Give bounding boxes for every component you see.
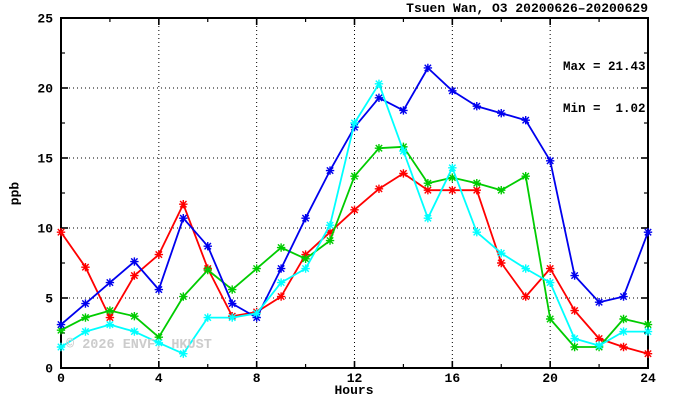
min-value-label: Min = 1.02 [563,102,646,116]
chart-title: Tsuen Wan, O3 20200626–20200629 [406,1,648,16]
y-tick-label: 25 [37,12,53,27]
stats-block: Max = 21.43 Min = 1.02 [563,32,646,144]
x-tick-label: 4 [155,371,163,386]
x-tick-label: 24 [640,371,656,386]
x-tick-label: 16 [445,371,461,386]
watermark: © 2026 ENVF, HKUST [66,338,212,353]
max-value-label: Max = 21.43 [563,60,646,74]
y-tick-label: 5 [45,292,53,307]
x-tick-label: 12 [347,371,363,386]
y-axis-title: ppb [7,181,23,206]
y-tick-label: 10 [37,222,53,237]
x-tick-label: 8 [253,371,261,386]
y-tick-label: 15 [37,152,53,167]
y-tick-label: 0 [45,362,53,377]
series-markers-red [56,169,653,358]
x-tick-label: 0 [57,371,65,386]
y-tick-label: 20 [37,82,53,97]
x-tick-label: 20 [542,371,558,386]
series-markers-cyan [56,79,653,358]
x-axis-title: Hours [334,383,374,398]
